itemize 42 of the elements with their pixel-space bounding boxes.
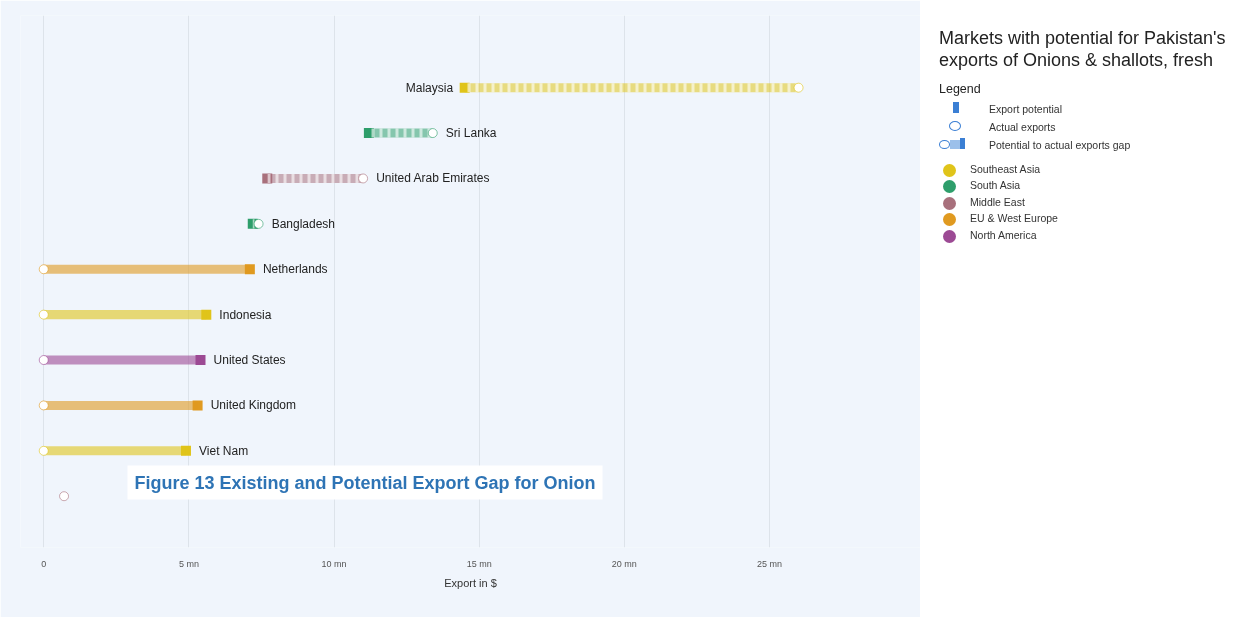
text: Export potential xyxy=(988,101,1063,117)
point xyxy=(59,491,70,502)
point xyxy=(244,264,255,275)
text: Actual exports xyxy=(988,119,1057,135)
x-tick-label: 25 mn xyxy=(757,558,783,569)
point xyxy=(180,445,191,456)
legend-label: South Asia xyxy=(969,178,1022,194)
legend-label: North America xyxy=(969,227,1038,243)
point xyxy=(427,128,438,139)
point xyxy=(358,173,369,184)
x-tick-label: 20 mn xyxy=(611,558,637,569)
y-tick-label: Malaysia xyxy=(405,80,454,95)
x-tick-label: 5 mn xyxy=(178,558,199,569)
point xyxy=(253,218,264,229)
point xyxy=(195,355,206,366)
x-tick-label: 15 mn xyxy=(466,558,492,569)
point xyxy=(38,445,49,456)
legend-label: Middle East xyxy=(969,194,1026,210)
y-tick-label: Bangladesh xyxy=(271,216,336,231)
point xyxy=(38,355,49,366)
y-tick-label: Sri Lanka xyxy=(445,126,497,141)
y-tick-label: United Arab Emirates xyxy=(376,171,490,186)
y-tick-label: Viet Nam xyxy=(199,443,249,458)
x-tick-label: 10 mn xyxy=(321,558,347,569)
y-tick-label: United States xyxy=(213,353,286,368)
point xyxy=(38,400,49,411)
point xyxy=(201,309,212,320)
legend-label: Southeast Asia xyxy=(969,161,1042,177)
point xyxy=(38,264,49,275)
legend-title: Legend xyxy=(939,81,982,98)
text: Markets with potential for Pakistan's exports of Onions & shallots, fresh xyxy=(939,27,1227,71)
legend-label: EU & West Europe xyxy=(969,211,1059,227)
point xyxy=(38,309,49,320)
point xyxy=(793,82,804,93)
text: Potential to actual exports gap xyxy=(988,137,1132,153)
y-tick-label: United Kingdom xyxy=(210,398,297,413)
x-axis-title: Export in $ xyxy=(444,576,497,589)
y-tick-label: Indonesia xyxy=(219,307,272,322)
x-tick-label: 0 xyxy=(41,558,47,569)
y-tick-label: Netherlands xyxy=(262,262,328,277)
annotation: Figure 13 Existing and Potential Export Gap for Onion xyxy=(134,472,596,493)
point xyxy=(192,400,203,411)
